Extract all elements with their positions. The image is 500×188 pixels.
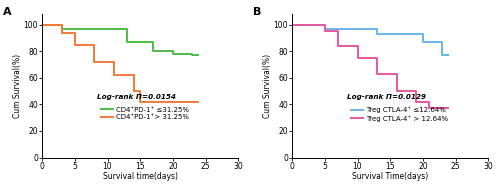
X-axis label: Survival time(days): Survival time(days) bbox=[102, 172, 178, 181]
Legend: Treg CTLA-4⁺ ≤12.64%, Treg CTLA-4⁺ > 12.64%: Treg CTLA-4⁺ ≤12.64%, Treg CTLA-4⁺ > 12.… bbox=[350, 107, 448, 122]
Y-axis label: Cum Survival(%): Cum Survival(%) bbox=[13, 54, 22, 118]
X-axis label: Survival Time(days): Survival Time(days) bbox=[352, 172, 428, 181]
Y-axis label: Cum Survival(%): Cum Survival(%) bbox=[263, 54, 272, 118]
Text: A: A bbox=[3, 7, 12, 17]
Text: B: B bbox=[253, 7, 262, 17]
Legend: CD4⁺PD-1⁺ ≤31.25%, CD4⁺PD-1⁺> 31.25%: CD4⁺PD-1⁺ ≤31.25%, CD4⁺PD-1⁺> 31.25% bbox=[100, 107, 189, 120]
Text: Log-rank Π=0.0129: Log-rank Π=0.0129 bbox=[347, 94, 426, 100]
Text: Log-rank Π=0.0154: Log-rank Π=0.0154 bbox=[97, 94, 176, 100]
